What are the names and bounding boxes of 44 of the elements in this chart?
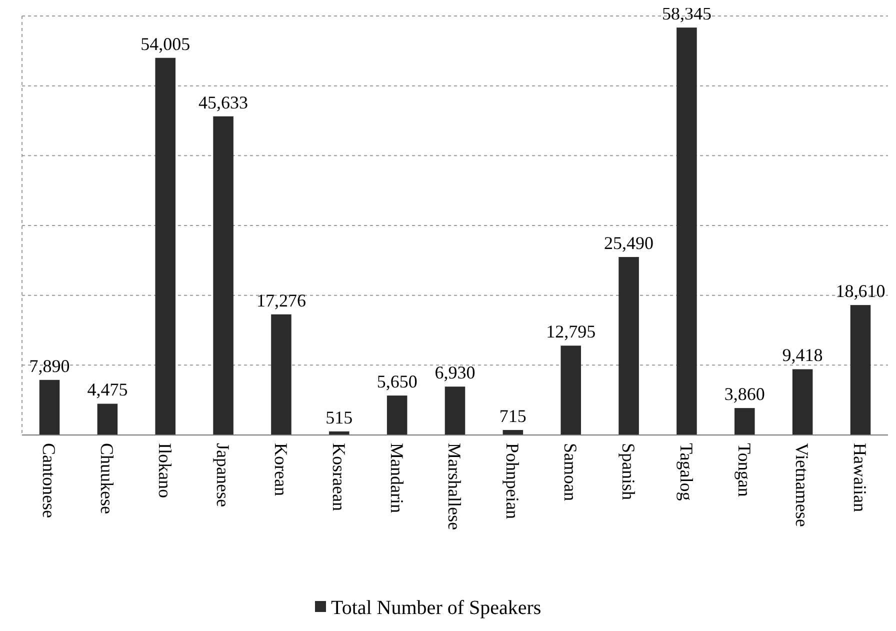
x-tick-label: Chuukese [97, 443, 118, 514]
data-label: 4,475 [87, 380, 128, 400]
x-tick-label: Korean [270, 443, 291, 496]
data-label: 6,930 [434, 362, 476, 383]
x-tick-label: Spanish [618, 443, 638, 500]
bar [271, 314, 292, 435]
x-tick-label: Hawaiian [850, 443, 870, 512]
x-tick-label: Samoan [560, 443, 581, 501]
x-tick-label: Pohnpeian [502, 443, 523, 519]
x-tick-label: Kosraean [328, 443, 349, 511]
x-tick-label: Tagalog [676, 443, 696, 501]
bar [560, 346, 581, 435]
data-label: 54,005 [140, 34, 190, 54]
bar [213, 116, 234, 435]
data-label: 12,795 [546, 322, 596, 342]
x-tick-label: Marshallese [444, 443, 465, 530]
data-label: 25,490 [604, 232, 654, 253]
bar [676, 28, 697, 435]
data-label: 3,860 [724, 384, 765, 404]
bar [155, 58, 176, 435]
data-label: 515 [326, 407, 353, 428]
bar [444, 386, 466, 435]
bar [792, 369, 813, 435]
data-label: 5,650 [376, 372, 418, 392]
x-tick-label: Cantonese [39, 443, 60, 518]
data-label: 58,345 [662, 4, 712, 24]
data-label: 18,610 [836, 281, 886, 302]
legend-label: Total Number of Speakers [331, 597, 542, 619]
data-label: 9,418 [782, 345, 823, 366]
data-label: 45,633 [198, 92, 248, 112]
bar [386, 396, 408, 435]
bar [39, 380, 60, 435]
bar [734, 408, 755, 435]
bar [618, 256, 639, 435]
data-label: 17,276 [256, 290, 306, 310]
x-tick-label: Mandarin [386, 443, 407, 513]
bar [97, 404, 118, 435]
x-tick-label: Ilokano [155, 443, 176, 498]
x-tick-label: Vietnamese [792, 443, 812, 527]
x-tick-label: Japanese [212, 443, 233, 507]
data-label: 7,890 [29, 356, 70, 376]
data-label: 715 [499, 406, 526, 426]
x-tick-label: Tongan [734, 443, 754, 497]
bar [850, 305, 871, 435]
